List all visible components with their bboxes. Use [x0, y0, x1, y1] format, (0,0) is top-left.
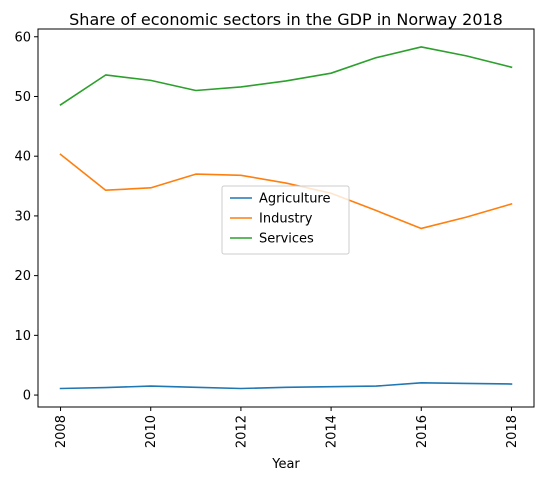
y-tick-label: 30 [14, 209, 31, 224]
y-tick-label: 60 [14, 30, 31, 45]
series-line-agriculture [59, 382, 513, 390]
plot-area: 0 10 20 30 40 50 60 2008 2010 2012 2014 2016 2018 [14, 30, 520, 448]
x-tick-label: 2012 [234, 415, 249, 448]
x-tick-label: 2016 [415, 415, 430, 448]
legend: Agriculture Industry Services [221, 185, 350, 255]
x-tick-label: 2018 [505, 415, 520, 448]
y-tick-label: 50 [14, 90, 31, 105]
legend-label-agriculture: Agriculture [259, 192, 331, 207]
x-tick-label: 2010 [144, 415, 159, 448]
chart-title: Share of economic sectors in the GDP in … [69, 10, 503, 29]
y-tick-label: 20 [14, 269, 31, 284]
x-axis-title: Year [271, 457, 300, 472]
legend-label-services: Services [259, 232, 314, 247]
series-line-industry [59, 153, 513, 230]
y-tick-label: 10 [14, 329, 31, 344]
y-tick-label: 0 [23, 389, 31, 404]
x-tick-label: 2014 [325, 415, 340, 448]
legend-label-industry: Industry [259, 212, 313, 227]
plot-frame [37, 28, 535, 408]
x-tick-label: 2008 [54, 415, 69, 448]
series-line-services [59, 46, 513, 106]
legend-box [221, 185, 350, 255]
y-tick-label: 40 [14, 150, 31, 165]
